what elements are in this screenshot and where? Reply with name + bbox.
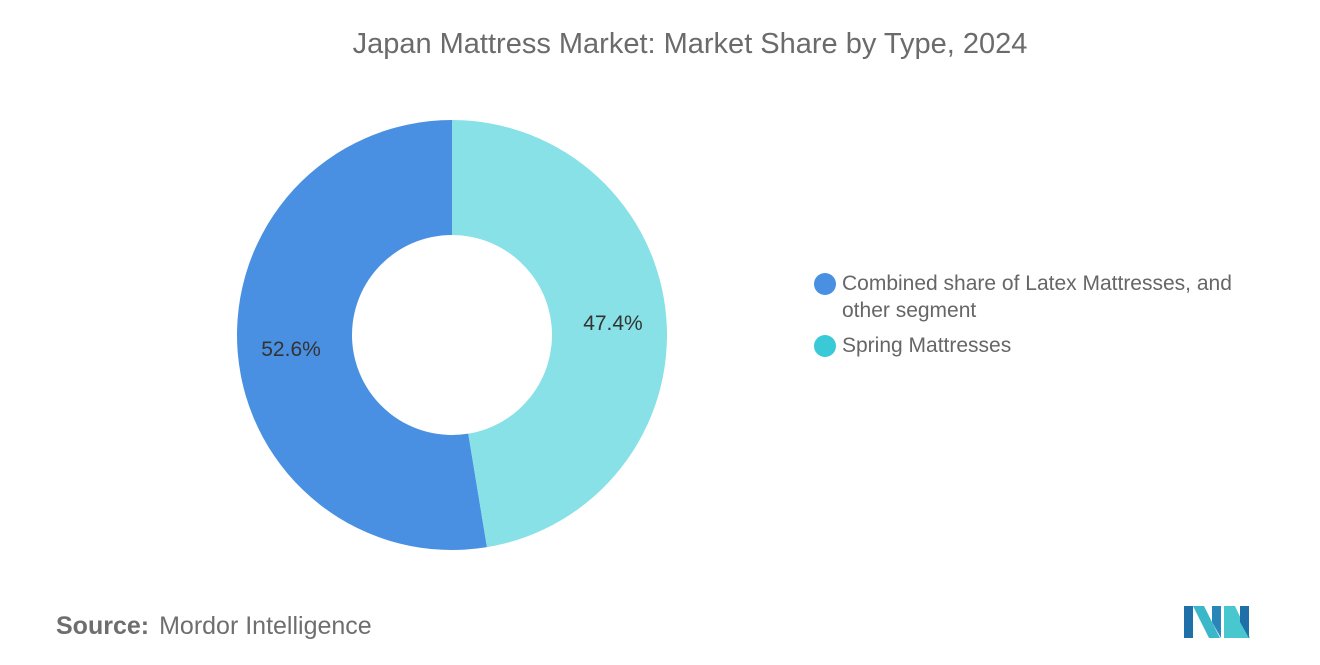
legend-marker-latex-other bbox=[814, 273, 836, 295]
source-note: Source: Mordor Intelligence bbox=[56, 612, 372, 641]
legend-marker-spring bbox=[814, 335, 836, 357]
data-label-spring: 47.4% bbox=[583, 312, 643, 335]
donut-slice-spring[interactable] bbox=[452, 120, 667, 548]
donut-slice-latex-other[interactable] bbox=[236, 120, 487, 551]
source-label: Source: bbox=[56, 612, 150, 640]
legend-item-latex-other[interactable]: Combined share of Latex Mattresses, and … bbox=[814, 270, 1284, 324]
legend-label-latex-other: Combined share of Latex Mattresses, and … bbox=[842, 272, 1232, 322]
chart-title: Japan Mattress Market: Market Share by T… bbox=[352, 28, 1028, 60]
mordor-intelligence-logo-icon bbox=[1184, 606, 1250, 638]
legend-label-spring: Spring Mattresses bbox=[842, 334, 1012, 357]
chart-legend: Combined share of Latex Mattresses, and … bbox=[814, 270, 1284, 367]
data-label-latex-other: 52.6% bbox=[261, 338, 321, 361]
source-value: Mordor Intelligence bbox=[159, 612, 372, 640]
legend-item-spring[interactable]: Spring Mattresses bbox=[814, 332, 1284, 359]
